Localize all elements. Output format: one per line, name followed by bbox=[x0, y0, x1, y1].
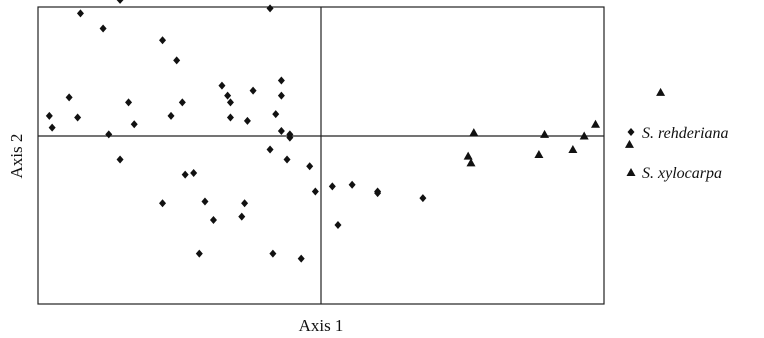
point-rehderiana-37 bbox=[201, 197, 209, 206]
legend-label-rehderiana: S. rehderiana bbox=[642, 125, 729, 142]
point-rehderiana-38 bbox=[241, 199, 249, 208]
point-rehderiana-46 bbox=[419, 194, 427, 203]
point-rehderiana-15 bbox=[130, 120, 138, 129]
point-xylocarpa-1 bbox=[463, 151, 473, 160]
point-rehderiana-47 bbox=[334, 221, 342, 230]
point-rehderiana-31 bbox=[266, 145, 274, 154]
point-rehderiana-45 bbox=[374, 189, 382, 198]
point-xylocarpa-0 bbox=[469, 128, 479, 137]
point-xylocarpa-3 bbox=[540, 129, 550, 138]
point-rehderiana-29 bbox=[277, 126, 285, 135]
point-rehderiana-39 bbox=[238, 212, 246, 221]
point-rehderiana-26 bbox=[272, 110, 280, 119]
point-rehderiana-23 bbox=[249, 86, 257, 95]
point-rehderiana-21 bbox=[226, 113, 234, 122]
x-axis-label: Axis 1 bbox=[299, 316, 344, 335]
point-rehderiana-28 bbox=[266, 4, 274, 13]
point-rehderiana-43 bbox=[348, 180, 356, 189]
point-rehderiana-8 bbox=[99, 24, 107, 33]
point-rehderiana-6 bbox=[74, 113, 82, 122]
legend-marker-triangle bbox=[626, 168, 636, 176]
point-rehderiana-11 bbox=[173, 56, 181, 65]
point-rehderiana-16 bbox=[116, 155, 124, 164]
point-rehderiana-17 bbox=[105, 130, 113, 139]
point-rehderiana-32 bbox=[283, 155, 291, 164]
point-xylocarpa-7 bbox=[591, 119, 601, 128]
point-xylocarpa-4 bbox=[534, 149, 544, 158]
point-rehderiana-36 bbox=[159, 199, 167, 208]
point-rehderiana-22 bbox=[243, 116, 251, 125]
point-rehderiana-1 bbox=[48, 123, 56, 132]
point-rehderiana-14 bbox=[125, 98, 133, 107]
legend-label-xylocarpa: S. xylocarpa bbox=[642, 165, 722, 182]
point-rehderiana-19 bbox=[224, 91, 232, 100]
point-rehderiana-48 bbox=[195, 249, 203, 258]
point-xylocarpa-8 bbox=[624, 139, 634, 148]
point-rehderiana-13 bbox=[167, 111, 175, 120]
point-rehderiana-7 bbox=[116, 0, 124, 4]
point-rehderiana-20 bbox=[226, 98, 234, 107]
point-rehderiana-41 bbox=[311, 187, 319, 196]
point-rehderiana-2 bbox=[65, 93, 73, 102]
point-rehderiana-12 bbox=[178, 98, 186, 107]
point-rehderiana-40 bbox=[209, 216, 217, 224]
point-xylocarpa-9 bbox=[656, 87, 666, 96]
point-rehderiana-34 bbox=[190, 168, 198, 177]
legend: S. rehderiana S. xylocarpa bbox=[626, 125, 729, 182]
point-rehderiana-33 bbox=[306, 162, 314, 171]
point-rehderiana-0 bbox=[45, 111, 53, 120]
legend-marker-diamond bbox=[627, 128, 635, 136]
data-points bbox=[45, 0, 666, 263]
point-rehderiana-50 bbox=[297, 254, 305, 263]
point-xylocarpa-2 bbox=[466, 158, 476, 167]
point-xylocarpa-6 bbox=[579, 131, 589, 140]
point-rehderiana-18 bbox=[218, 81, 226, 90]
point-rehderiana-10 bbox=[159, 36, 167, 45]
y-axis-label: Axis 2 bbox=[7, 134, 26, 179]
point-rehderiana-24 bbox=[277, 76, 285, 85]
point-rehderiana-3 bbox=[76, 9, 84, 18]
point-rehderiana-35 bbox=[181, 170, 189, 179]
point-rehderiana-49 bbox=[269, 249, 277, 258]
point-rehderiana-30 bbox=[286, 133, 294, 142]
point-xylocarpa-5 bbox=[568, 144, 578, 153]
point-rehderiana-25 bbox=[277, 91, 285, 100]
point-rehderiana-42 bbox=[328, 182, 336, 191]
